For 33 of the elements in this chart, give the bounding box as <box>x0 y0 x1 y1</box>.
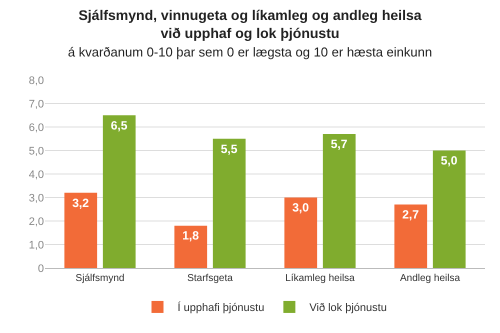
bar <box>212 138 246 268</box>
y-tick-label: 2,0 <box>28 216 44 228</box>
legend-label: Í upphafi þjónustu <box>178 301 264 314</box>
y-tick-label: 6,0 <box>28 122 44 134</box>
x-tick-label: Andleg heilsa <box>400 273 460 284</box>
data-label: 3,0 <box>292 200 310 214</box>
y-tick-label: 8,0 <box>28 74 44 87</box>
y-tick-label: 4,0 <box>28 168 44 181</box>
y-tick-label: 0 <box>38 262 44 275</box>
legend-label: Við lok þjónustu <box>309 302 387 314</box>
x-tick-label: Starfsgeta <box>187 273 234 284</box>
bar <box>102 115 136 268</box>
chart-subtitle: á kvarðanum 0-10 þar sem 0 er lægsta og 10 er hæsta einkunn <box>68 44 432 60</box>
data-label: 2,7 <box>402 208 420 222</box>
data-label: 1,8 <box>182 228 200 243</box>
y-tick-label: 7,0 <box>28 98 44 110</box>
x-tick-label: Sjálfsmynd <box>76 273 124 284</box>
bar <box>64 192 98 268</box>
chart-title: Sjálfsmynd, vinnugeta og líkamleg og andleg heilsa við upphaf og lok þjónustu <box>78 6 422 42</box>
x-tick-label: Líkamleg heilsa <box>285 273 356 284</box>
data-label: 6,5 <box>110 118 128 132</box>
bar <box>432 150 466 268</box>
data-label: 5,0 <box>440 154 458 168</box>
bar <box>322 134 356 268</box>
bar <box>284 198 318 268</box>
y-tick-label: 1,0 <box>28 239 44 252</box>
bar <box>174 226 208 268</box>
y-tick-label: 3,0 <box>28 192 44 204</box>
bar <box>394 204 428 268</box>
data-label: 5,7 <box>330 137 348 152</box>
y-tick-label: 5,0 <box>28 145 44 158</box>
data-label: 5,5 <box>220 142 238 156</box>
data-label: 3,2 <box>72 196 90 210</box>
